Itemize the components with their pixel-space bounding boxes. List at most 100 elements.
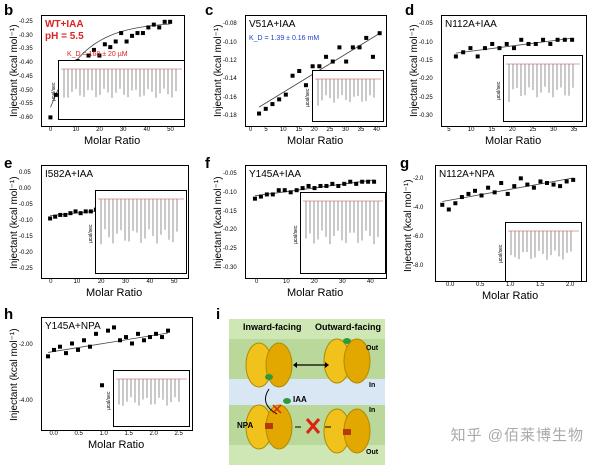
data-point: [108, 45, 113, 50]
data-point: [83, 209, 88, 214]
inset-ylabel-e: µcal/sec: [88, 224, 94, 243]
data-point: [312, 186, 317, 191]
ytick-f: -0.10: [223, 190, 237, 196]
watermark: 知乎 @佰莱博生物: [450, 427, 584, 444]
data-point: [48, 216, 53, 221]
data-point: [357, 45, 362, 50]
transporter-outward-bottom-icon: [323, 408, 371, 454]
ytick-e: 0.00: [19, 186, 31, 192]
data-point: [142, 338, 146, 343]
xtick-b: 20: [96, 127, 103, 133]
xtick-f: 40: [367, 279, 374, 285]
thermogram-inset-f: [300, 192, 386, 274]
panel-letter-d: d: [405, 2, 415, 19]
xtick-c: 5: [264, 127, 268, 133]
ytick-f: -0.25: [223, 246, 237, 252]
transport-diagram-svg: [229, 319, 385, 465]
data-point: [526, 41, 531, 46]
data-point: [558, 184, 563, 189]
xtick-e: 50: [170, 279, 178, 285]
xtick-c: 35: [357, 127, 365, 133]
data-point: [124, 39, 129, 44]
data-point: [571, 177, 576, 182]
xtick-d: 15: [488, 127, 496, 133]
data-point: [473, 188, 477, 193]
xtick-g: 1.5: [536, 282, 545, 288]
data-point: [113, 39, 118, 44]
xtick-b: 40: [143, 127, 151, 133]
inset-ylabel-d: µcal/sec: [496, 81, 502, 100]
xtick-c: 0: [248, 127, 253, 133]
data-point: [548, 41, 553, 46]
small-x-icon: [272, 404, 282, 414]
xtick-b: 50: [167, 127, 174, 133]
data-point: [58, 212, 63, 217]
xtick-c: 30: [342, 127, 349, 133]
thermogram-inset-g: [505, 222, 582, 282]
scatter-h: [46, 325, 170, 388]
data-point: [310, 64, 315, 69]
panel-letter-b: b: [4, 2, 14, 19]
blocked-x-icon: [305, 418, 321, 434]
ylabel-g: Injectant (kcal mol⁻¹): [403, 179, 414, 272]
data-point: [492, 190, 497, 195]
data-point: [531, 185, 536, 190]
xtick-e: 40: [146, 279, 154, 285]
panel-title-h: Y145A+NPA: [45, 321, 101, 332]
ytick-f: -0.15: [223, 208, 237, 215]
data-point: [290, 73, 295, 78]
data-point: [94, 331, 98, 336]
xtick-h: 0.0: [49, 431, 58, 437]
ytick-e: -0.15: [19, 234, 33, 240]
transporter-outward-top-icon: [323, 338, 371, 384]
data-point: [68, 211, 73, 216]
ytick-d: -0.15: [419, 57, 433, 64]
xtick-b: 10: [72, 127, 80, 133]
xlabel-e: Molar Ratio: [86, 287, 143, 299]
out-label-bottom: Out: [366, 449, 379, 456]
data-point: [106, 328, 110, 333]
panel-letter-i: i: [216, 306, 221, 323]
data-point: [297, 69, 302, 73]
data-point: [336, 183, 341, 188]
data-point: [545, 181, 549, 186]
xtick-d: 35: [570, 127, 578, 133]
data-point: [88, 344, 92, 349]
thermogram-spikes-h: [116, 378, 187, 406]
data-point: [257, 111, 262, 116]
ytick-f: -0.30: [223, 264, 237, 271]
data-point: [263, 106, 268, 111]
data-point: [52, 347, 56, 352]
data-point: [135, 31, 140, 36]
data-point: [453, 201, 458, 206]
data-point: [76, 347, 80, 352]
xlabel-c: Molar Ratio: [287, 135, 344, 147]
data-point: [372, 179, 377, 184]
data-point: [168, 19, 173, 24]
xtick-h: 2.0: [149, 431, 158, 437]
data-point: [344, 59, 349, 64]
data-point: [564, 179, 569, 184]
data-point: [252, 196, 257, 201]
xtick-e: 10: [73, 279, 81, 285]
data-point: [533, 41, 538, 46]
panel-letter-e: e: [4, 155, 13, 172]
in-label-bottom: In: [369, 407, 376, 414]
thermogram-spikes-g: [508, 230, 579, 260]
data-point: [53, 214, 58, 219]
transporter-inward-bottom-icon: [245, 404, 293, 450]
thermogram-spikes-e: [98, 198, 184, 245]
data-point: [317, 64, 322, 69]
data-point: [97, 53, 102, 58]
data-point: [70, 341, 74, 346]
inset-ylabel-b: µcal/sec: [51, 82, 57, 101]
data-point: [377, 31, 382, 36]
data-point: [499, 181, 504, 186]
data-point: [303, 83, 308, 88]
xtick-c: 25: [326, 127, 334, 133]
data-point: [48, 115, 53, 120]
ytick-e: -0.25: [19, 266, 33, 272]
xlabel-g: Molar Ratio: [482, 290, 539, 302]
data-point: [46, 354, 50, 359]
xtick-e: 0: [49, 279, 53, 285]
